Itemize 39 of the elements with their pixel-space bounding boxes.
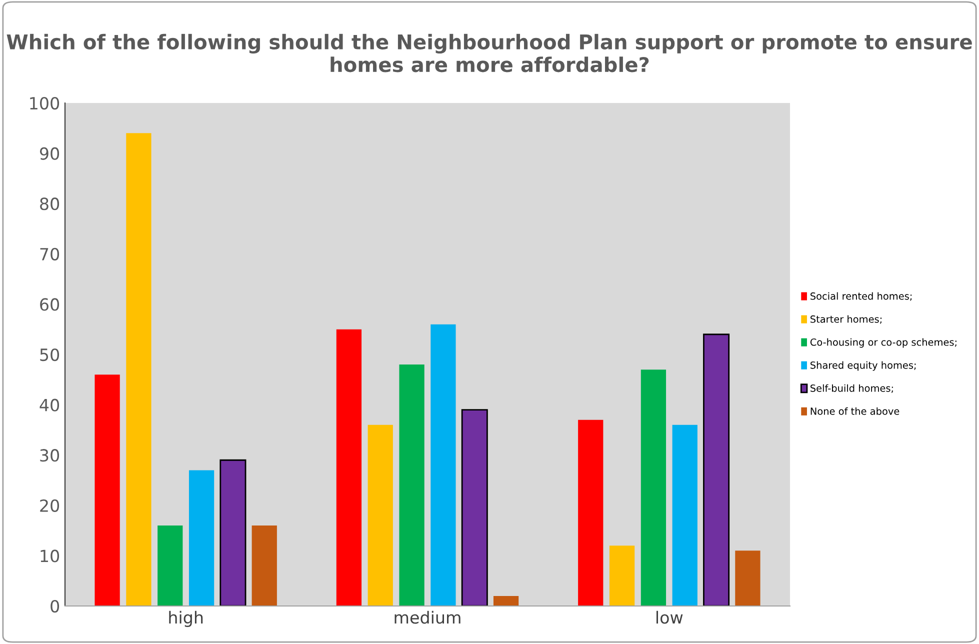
y-tick-label: 30 (40, 449, 60, 462)
bar (703, 334, 730, 606)
y-tick-label: 50 (40, 348, 60, 362)
y-tick-label: 0 (50, 600, 60, 613)
y-tick-label: 90 (40, 147, 60, 160)
x-tick-label: medium (394, 610, 460, 624)
y-tick-label: 40 (40, 398, 60, 412)
legend-label: Social rented homes; (810, 292, 912, 301)
y-tick-label: 60 (40, 298, 60, 311)
bar (640, 370, 666, 606)
legend-label: Starter homes; (810, 315, 882, 324)
bar (672, 424, 698, 606)
bar (94, 374, 120, 606)
legend-label: None of the above (810, 407, 900, 415)
bar (399, 364, 424, 606)
bar (252, 526, 277, 606)
y-tick-label: 70 (40, 248, 60, 260)
y-tick-label: 10 (40, 550, 60, 562)
bar (461, 409, 488, 606)
y-tick-label: 20 (40, 499, 60, 512)
bar (368, 424, 393, 606)
bar (609, 546, 635, 606)
bar (336, 329, 362, 606)
bar (493, 596, 519, 606)
bar (188, 470, 214, 606)
legend-label: Co-housing or co-op schemes; (810, 338, 956, 348)
bar (126, 133, 152, 606)
bar (158, 526, 183, 606)
x-tick-label: high (169, 610, 203, 627)
bar (735, 550, 760, 606)
bar (578, 420, 604, 606)
bar (220, 459, 246, 606)
bar (430, 324, 456, 606)
y-tick-label: 80 (40, 198, 60, 210)
chart-title: Which of the following should the Neighbourhood Plan support or promote to ensure homes are more affordable? (6, 34, 972, 72)
legend-label: Self-build homes; (810, 384, 893, 393)
legend-label: Shared equity homes; (810, 361, 916, 371)
x-tick-label: low (656, 610, 683, 624)
y-tick-label: 100 (30, 96, 60, 110)
